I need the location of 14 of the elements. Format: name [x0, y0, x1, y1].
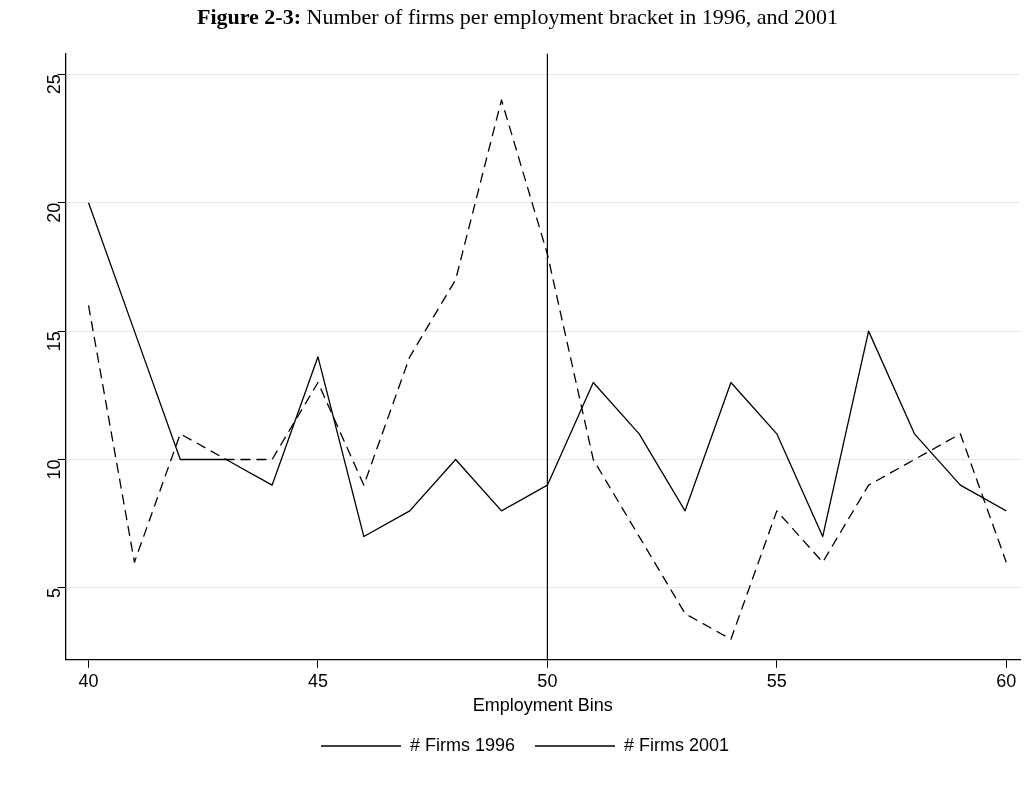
y-tick-label: 10 [43, 459, 64, 480]
x-tick-label: 50 [537, 670, 558, 691]
y-tick-label: 20 [43, 202, 64, 223]
chart-title: Figure 2-3: Number of firms per employment bracket in 1996, and 2001 [195, 4, 840, 30]
x-tick-label: 40 [78, 670, 99, 691]
y-tick-label: 25 [43, 74, 64, 95]
x-tick-label: 55 [766, 670, 787, 691]
legend-label: # Firms 1996 [409, 734, 516, 755]
x-tick-label: 45 [307, 670, 328, 691]
legend-label: # Firms 2001 [624, 734, 730, 755]
y-tick-label: 15 [43, 331, 64, 352]
y-tick-label: 5 [43, 587, 64, 598]
x-tick-label: 60 [996, 670, 1017, 691]
x-axis-title: Employment Bins [472, 695, 613, 716]
